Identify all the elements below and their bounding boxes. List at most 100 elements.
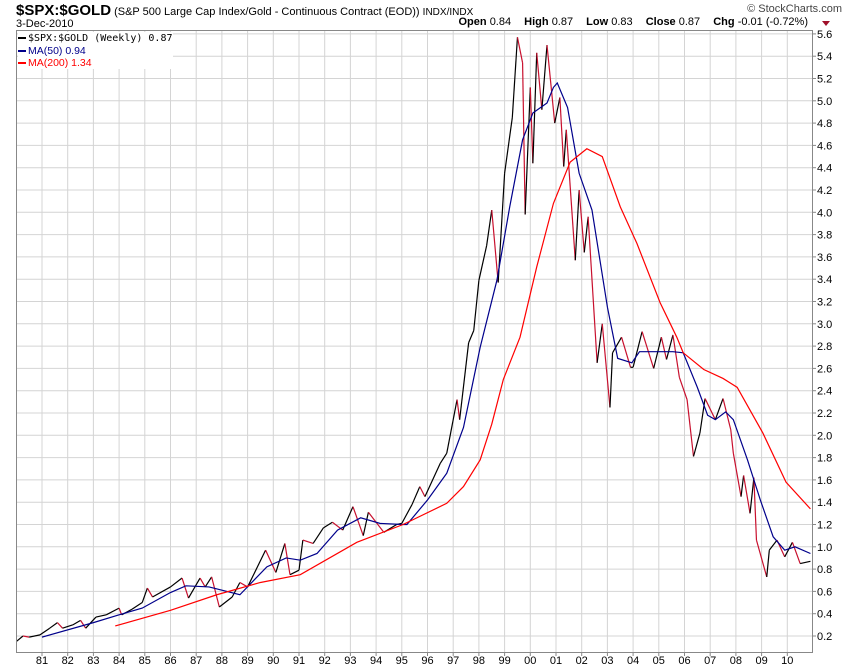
price-segment bbox=[468, 330, 475, 343]
x-tick-label: 95 bbox=[396, 655, 408, 667]
y-tick-label: 3.0 bbox=[817, 319, 832, 331]
price-segment bbox=[275, 543, 286, 573]
legend-label: MA(200) 1.34 bbox=[28, 57, 92, 69]
price-segment bbox=[749, 477, 755, 514]
price-segment bbox=[529, 87, 534, 164]
price-segment bbox=[419, 486, 426, 497]
y-tick-label: 1.0 bbox=[817, 542, 832, 554]
y-tick-label: 1.8 bbox=[817, 453, 832, 465]
x-tick-label: 98 bbox=[473, 655, 485, 667]
price-segment bbox=[146, 587, 154, 598]
price-segment bbox=[478, 245, 488, 281]
price-segment bbox=[632, 331, 643, 368]
y-tick-label: 0.6 bbox=[817, 586, 832, 598]
series-price bbox=[15, 37, 811, 643]
price-segment bbox=[80, 620, 87, 629]
x-tick-label: 02 bbox=[576, 655, 588, 667]
x-tick-label: 06 bbox=[678, 655, 690, 667]
x-tick-label: 86 bbox=[164, 655, 176, 667]
x-tick-label: 83 bbox=[87, 655, 99, 667]
price-segment bbox=[411, 486, 421, 505]
x-tick-label: 85 bbox=[139, 655, 151, 667]
x-tick-label: 87 bbox=[190, 655, 202, 667]
price-segment bbox=[131, 602, 143, 610]
y-tick-label: 3.4 bbox=[817, 274, 832, 286]
legend-swatch bbox=[18, 37, 26, 40]
price-segment bbox=[596, 323, 603, 363]
y-tick-label: 0.2 bbox=[817, 631, 832, 643]
price-segment bbox=[800, 560, 811, 565]
exchange: INDX/INDX bbox=[422, 7, 474, 18]
price-segment bbox=[587, 216, 598, 363]
x-tick-label: 82 bbox=[62, 655, 74, 667]
price-segment bbox=[170, 577, 183, 588]
y-tick-label: 5.2 bbox=[817, 74, 832, 86]
y-tick-label: 2.8 bbox=[817, 341, 832, 353]
price-segment bbox=[524, 87, 531, 215]
y-tick-label: 3.2 bbox=[817, 297, 832, 309]
x-axis: 81 82 83 84 85 86 87 88 89 90 91 92 93 94 95 96 97 98 99 00… bbox=[36, 652, 793, 667]
price-segment bbox=[486, 209, 493, 246]
y-tick-label: 5.6 bbox=[817, 29, 832, 41]
price-segment bbox=[199, 577, 206, 588]
y-tick-label: 2.6 bbox=[817, 363, 832, 375]
y-tick-label: 2.0 bbox=[817, 430, 832, 442]
price-segment bbox=[660, 337, 668, 360]
price-segment bbox=[72, 619, 81, 626]
close-label: Close bbox=[645, 16, 676, 28]
price-segment bbox=[439, 452, 448, 464]
price-segment bbox=[743, 475, 751, 514]
legend-label: $SPX:$GOLD (Weekly) 0.87 bbox=[28, 33, 173, 44]
price-segment bbox=[784, 542, 793, 558]
legend-item-ma50: MA(50) 0.94 bbox=[18, 45, 173, 57]
price-segment bbox=[62, 624, 74, 629]
price-segment bbox=[521, 62, 526, 215]
price-segment bbox=[704, 398, 716, 420]
chart-title: $SPX:$GOLD (S&P 500 Large Cap Index/Gold… bbox=[16, 2, 473, 19]
x-tick-label: 93 bbox=[344, 655, 356, 667]
price-segment bbox=[699, 398, 706, 434]
y-tick-label: 5.0 bbox=[817, 96, 832, 108]
price-segment bbox=[686, 399, 695, 457]
price-segment bbox=[491, 210, 499, 283]
low-value: 0.83 bbox=[611, 16, 633, 28]
price-segment bbox=[141, 587, 148, 603]
price-segment bbox=[722, 398, 732, 430]
price-segment bbox=[152, 586, 171, 598]
x-tick-label: 84 bbox=[113, 655, 125, 667]
x-tick-label: 92 bbox=[319, 655, 331, 667]
price-segment bbox=[578, 189, 585, 253]
y-tick-label: 1.4 bbox=[817, 497, 832, 509]
y-tick-label: 1.6 bbox=[817, 475, 832, 487]
series-ma200-line bbox=[115, 148, 811, 627]
y-tick-label: 4.8 bbox=[817, 118, 832, 130]
price-segment bbox=[218, 596, 233, 608]
x-tick-label: 89 bbox=[241, 655, 253, 667]
price-segment bbox=[532, 52, 538, 164]
price-segment bbox=[609, 352, 614, 408]
legend: $SPX:$GOLD (Weekly) 0.87 MA(50) 0.94 MA(… bbox=[18, 32, 173, 69]
legend-swatch bbox=[18, 50, 26, 53]
x-tick-label: 04 bbox=[627, 655, 639, 667]
price-segment bbox=[583, 216, 589, 253]
legend-swatch bbox=[18, 62, 26, 65]
low-label: Low bbox=[586, 16, 609, 28]
price-segment bbox=[302, 539, 314, 545]
x-tick-label: 07 bbox=[704, 655, 716, 667]
y-tick-label: 5.4 bbox=[817, 51, 832, 63]
x-tick-label: 09 bbox=[755, 655, 767, 667]
x-tick-label: 08 bbox=[730, 655, 742, 667]
price-segment bbox=[541, 45, 548, 110]
price-segment bbox=[766, 550, 770, 577]
price-segment bbox=[612, 336, 623, 354]
price-segment bbox=[424, 462, 441, 497]
x-tick-label: 94 bbox=[370, 655, 382, 667]
price-segment bbox=[181, 577, 190, 599]
price-segment bbox=[15, 635, 24, 643]
price-segment bbox=[105, 607, 120, 616]
x-tick-label: 81 bbox=[36, 655, 48, 667]
price-segment bbox=[204, 576, 213, 588]
price-segment bbox=[332, 521, 344, 531]
ohlc-readout: Open 0.84 High 0.87 Low 0.83 Close 0.87 … bbox=[459, 16, 819, 28]
